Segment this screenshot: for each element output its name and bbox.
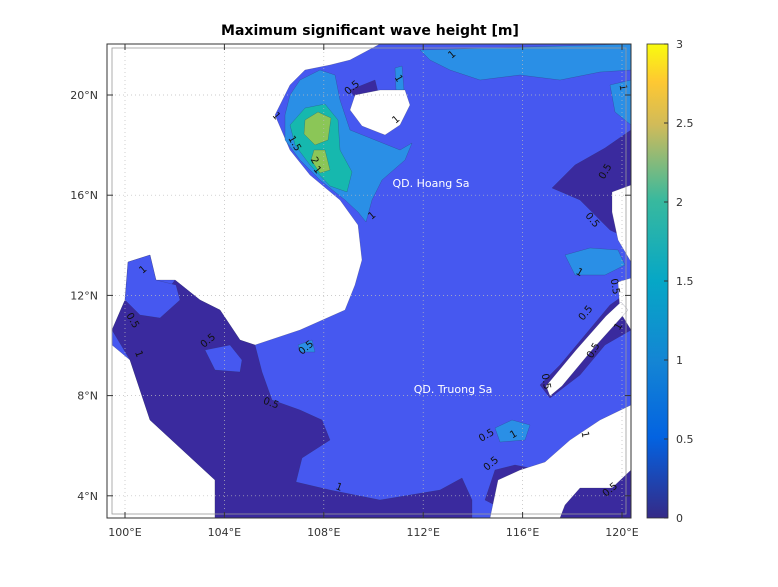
colorbar-tick-label: 2.5 (676, 117, 694, 130)
chart-title: Maximum significant wave height [m] (221, 23, 519, 39)
x-tick-label: 116°E (506, 526, 539, 539)
x-tick-label: 108°E (307, 526, 340, 539)
contour-label: 1 (311, 164, 324, 176)
land-mindoro (617, 277, 631, 331)
contour-label: 2 (308, 155, 321, 166)
land-hainan (349, 89, 411, 136)
contour-label: 1 (270, 110, 283, 122)
land-borneo (489, 404, 631, 518)
contour-label: 1 (446, 49, 458, 62)
contour-label: 1 (366, 210, 378, 223)
sea-0.5-1 (124, 254, 181, 319)
colorbar-tick-label: 3 (676, 38, 683, 51)
contour-label: 1 (132, 349, 145, 359)
sea-2-2.5 (310, 149, 331, 174)
contour-label: 1 (137, 264, 149, 277)
y-tick-label: 16°N (70, 189, 98, 202)
contour-label: 0.5 (539, 373, 553, 391)
sea-2-2.5 (303, 111, 332, 146)
contour-label: 1 (574, 266, 585, 279)
y-tick-label: 12°N (70, 289, 98, 302)
y-tick-label: 4°N (77, 490, 98, 503)
contour-label: 1 (616, 83, 628, 91)
contour-label: 1 (612, 321, 625, 332)
sea-0-0.5 (111, 279, 473, 518)
map-frame (106, 43, 632, 519)
contour-label: 1 (578, 430, 590, 438)
map-inner-frame (111, 47, 627, 515)
sea-1-1.5 (564, 247, 626, 276)
sea-1-1.5 (494, 419, 531, 443)
map-area: 10.51111.521110.50.510.50.510.50.510.50.… (107, 44, 631, 518)
place-label-truong-sa: QD. Truong Sa (414, 383, 493, 396)
contour-label: 0.5 (608, 278, 622, 296)
colorbar-tick-label: 1.5 (676, 275, 694, 288)
colorbar-tick-label: 0.5 (676, 433, 694, 446)
y-tick-label: 20°N (70, 89, 98, 102)
x-tick-label: 120°E (605, 526, 638, 539)
x-tick-label: 100°E (108, 526, 141, 539)
sea-1-1.5 (419, 44, 631, 81)
sea-1-1.5 (297, 339, 316, 353)
contour-label: 1 (392, 73, 405, 84)
y-tick-label: 8°N (77, 390, 98, 403)
x-tick-label: 112°E (406, 526, 439, 539)
x-tick-label: 104°E (208, 526, 241, 539)
place-label-hoang-sa: QD. Hoang Sa (392, 177, 469, 190)
sea-0.5-1 (204, 344, 243, 373)
contour-label: 0.5 (262, 396, 281, 412)
colorbar-tick-label: 1 (676, 354, 683, 367)
contour-label: 1 (334, 481, 344, 494)
contour-label: 1 (508, 428, 519, 441)
land-palawan (545, 301, 629, 397)
colorbar-tick-label: 0 (676, 512, 683, 525)
colorbar-tick-label: 2 (676, 196, 683, 209)
contour-label: 1 (390, 114, 402, 127)
